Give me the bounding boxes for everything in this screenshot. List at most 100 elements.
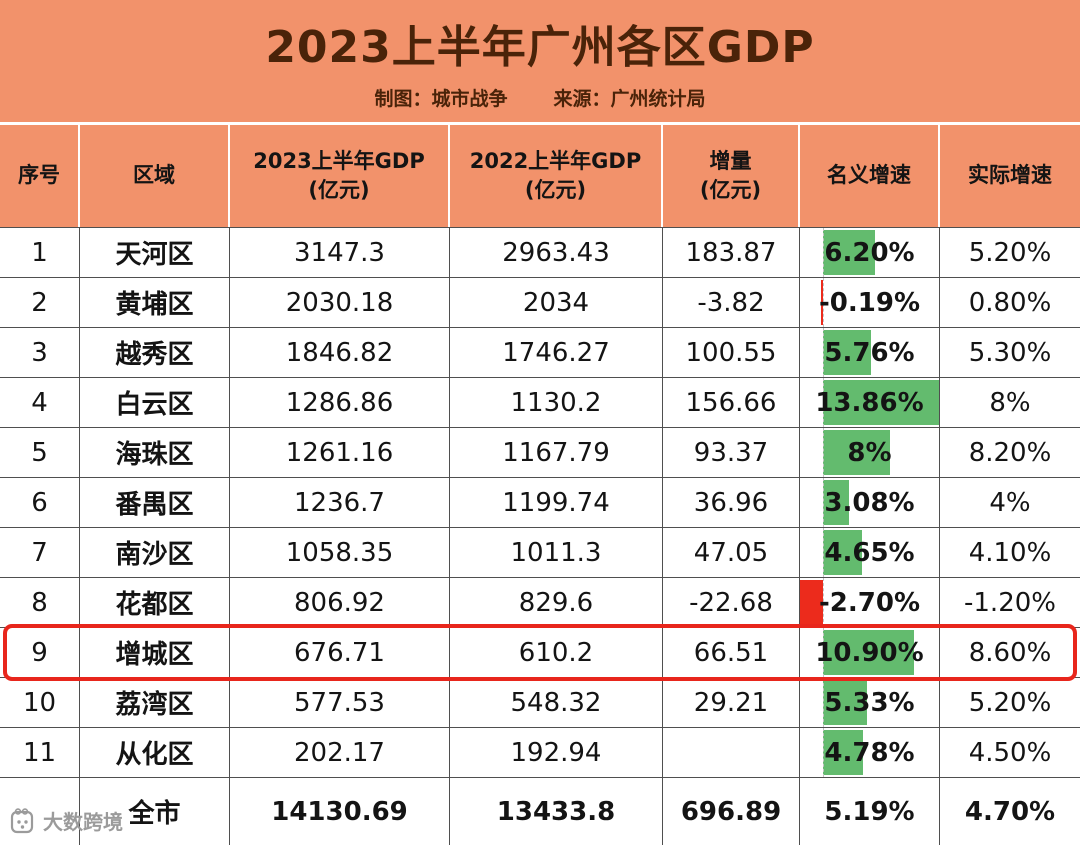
- column-header-0: 序号: [0, 125, 80, 227]
- title-banner: 2023上半年广州各区GDP 制图：城市战争 来源：广州统计局: [0, 0, 1080, 122]
- databar-axis: [822, 328, 824, 377]
- cell-gdp2022: 1130.2: [450, 378, 663, 427]
- databar-positive: [822, 480, 849, 525]
- cell-gdp2023: 202.17: [230, 728, 450, 777]
- cell-nominal: 6.20%: [800, 228, 940, 277]
- databar-axis: [822, 228, 824, 277]
- cell-gdp2023: 2030.18: [230, 278, 450, 327]
- gdp-table: 序号 区域 2023上半年GDP (亿元) 2022上半年GDP (亿元) 增量 (亿元) 名义…: [0, 122, 1080, 845]
- highlighted-row: 9 增城区 676.71 610.2 66.51 10.90% 8.60%: [0, 624, 1080, 681]
- credit-text: 制图：城市战争: [374, 88, 508, 110]
- cell-gdp2023: 14130.69: [230, 778, 450, 845]
- cell-gdp2023: 1236.7: [230, 478, 450, 527]
- page-title: 2023上半年广州各区GDP: [265, 22, 815, 73]
- cell-delta: 47.05: [663, 528, 800, 577]
- cell-no: 4: [0, 378, 80, 427]
- databar-axis: [822, 278, 824, 327]
- cell-no: 5: [0, 428, 80, 477]
- databar-positive: [822, 680, 868, 725]
- databar-axis: [822, 578, 824, 627]
- cell-real: 4.10%: [968, 537, 1052, 568]
- cell-no: [0, 778, 80, 845]
- table-row: 6 番禺区 1236.7 1199.74 36.96 3.08% 4%: [0, 478, 1080, 528]
- column-header-5: 名义增速: [800, 125, 940, 227]
- cell-no: 9: [0, 628, 80, 677]
- table-row: 8 花都区 806.92 829.6 -22.68 -2.70% -1.20%: [0, 578, 1080, 628]
- table-row: 1 天河区 3147.3 2963.43 183.87 6.20% 5.20%: [0, 228, 1080, 278]
- cell-gdp2023: 1261.16: [230, 428, 450, 477]
- cell-nominal: -2.70%: [800, 578, 940, 627]
- cell-gdp2022: 1199.74: [450, 478, 663, 527]
- databar-positive: [822, 230, 875, 275]
- column-header-2: 2023上半年GDP (亿元): [230, 125, 450, 227]
- databar-negative: [800, 580, 823, 625]
- cell-district: 荔湾区: [80, 678, 230, 727]
- cell-delta: 183.87: [663, 228, 800, 277]
- cell-delta: 696.89: [663, 778, 800, 845]
- cell-gdp2022: 1011.3: [450, 528, 663, 577]
- total-row: 全市 14130.69 13433.8 696.89 5.19% 4.70%: [0, 778, 1080, 845]
- column-header-4: 增量 (亿元): [663, 125, 800, 227]
- page-subtitle: 制图：城市战争 来源：广州统计局: [374, 84, 705, 111]
- cell-gdp2022: 548.32: [450, 678, 663, 727]
- cell-nominal: -0.19%: [800, 278, 940, 327]
- cell-district: 增城区: [80, 628, 230, 677]
- table-row: 3 越秀区 1846.82 1746.27 100.55 5.76% 5.30%: [0, 328, 1080, 378]
- cell-no: 11: [0, 728, 80, 777]
- cell-gdp2022: 1746.27: [450, 328, 663, 377]
- cell-nominal: 5.76%: [800, 328, 940, 377]
- table-row: 10 荔湾区 577.53 548.32 29.21 5.33% 5.20%: [0, 678, 1080, 728]
- cell-district: 白云区: [80, 378, 230, 427]
- databar-positive: [822, 530, 862, 575]
- cell-gdp2022: 192.94: [450, 728, 663, 777]
- table-row: 2 黄埔区 2030.18 2034 -3.82 -0.19% 0.80%: [0, 278, 1080, 328]
- cell-gdp2023: 806.92: [230, 578, 450, 627]
- cell-gdp2022: 2963.43: [450, 228, 663, 277]
- table-body: 1 天河区 3147.3 2963.43 183.87 6.20% 5.20% 2 黄埔区 203…: [0, 228, 1080, 845]
- cell-no: 6: [0, 478, 80, 527]
- cell-gdp2022: 2034: [450, 278, 663, 327]
- cell-nominal: 5.33%: [800, 678, 940, 727]
- databar-positive: [822, 730, 863, 775]
- cell-gdp2022: 610.2: [450, 628, 663, 677]
- cell-nominal: 13.86%: [800, 378, 940, 427]
- cell-delta: 100.55: [663, 328, 800, 377]
- watermark-icon: [10, 807, 34, 833]
- cell-no: 2: [0, 278, 80, 327]
- cell-district: 番禺区: [80, 478, 230, 527]
- table-row: 5 海珠区 1261.16 1167.79 93.37 8% 8.20%: [0, 428, 1080, 478]
- cell-delta: -3.82: [663, 278, 800, 327]
- cell-real: 0.80%: [968, 287, 1052, 318]
- databar-negative: [821, 280, 823, 325]
- databar-positive: [822, 430, 890, 475]
- databar-axis: [822, 528, 824, 577]
- cell-delta: 36.96: [663, 478, 800, 527]
- cell-nominal: 8%: [800, 428, 940, 477]
- cell-district: 黄埔区: [80, 278, 230, 327]
- column-header-6: 实际增速: [968, 163, 1052, 188]
- column-header-1: 区域: [80, 125, 230, 227]
- cell-delta: 66.51: [663, 628, 800, 677]
- cell-district: 从化区: [80, 728, 230, 777]
- cell-real: 4.70%: [964, 796, 1056, 827]
- databar-axis: [822, 378, 824, 427]
- cell-real: 5.20%: [968, 687, 1052, 718]
- cell-gdp2022: 13433.8: [450, 778, 663, 845]
- cell-district: 天河区: [80, 228, 230, 277]
- watermark-label: 大数跨境: [43, 810, 123, 834]
- cell-delta: -22.68: [663, 578, 800, 627]
- cell-district: 花都区: [80, 578, 230, 627]
- cell-no: 8: [0, 578, 80, 627]
- cell-gdp2023: 1058.35: [230, 528, 450, 577]
- cell-gdp2023: 577.53: [230, 678, 450, 727]
- table-row: 7 南沙区 1058.35 1011.3 47.05 4.65% 4.10%: [0, 528, 1080, 578]
- table-header-row: 序号 区域 2023上半年GDP (亿元) 2022上半年GDP (亿元) 增量 (亿元) 名义…: [0, 122, 1080, 228]
- cell-gdp2023: 3147.3: [230, 228, 450, 277]
- cell-delta: 29.21: [663, 678, 800, 727]
- cell-district: 越秀区: [80, 328, 230, 377]
- cell-delta: 93.37: [663, 428, 800, 477]
- cell-nominal: 10.90%: [800, 628, 940, 677]
- databar-axis: [822, 478, 824, 527]
- cell-nominal: 4.78%: [800, 728, 940, 777]
